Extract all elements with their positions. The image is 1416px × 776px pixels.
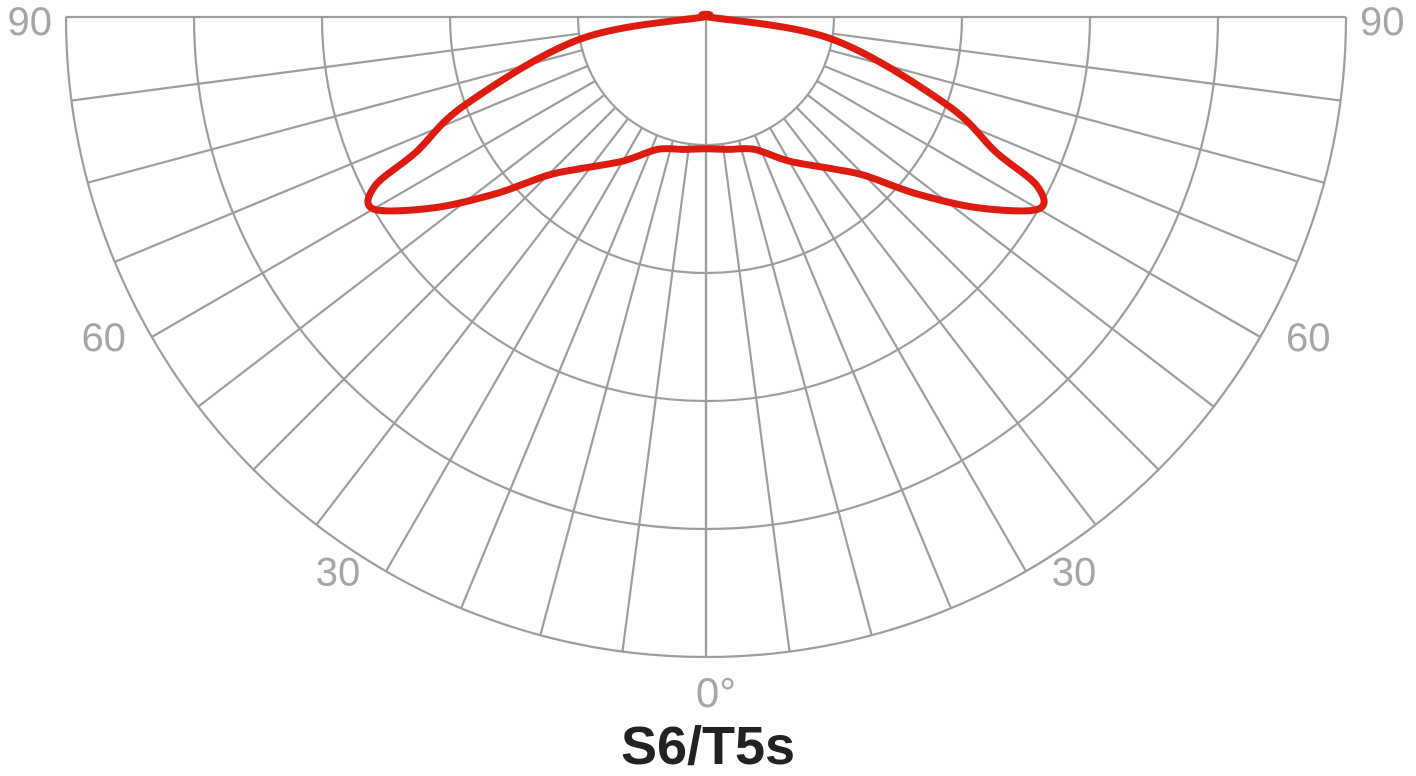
grid-spoke	[315, 117, 629, 526]
grid-spoke	[114, 64, 589, 263]
grid-spoke	[71, 32, 580, 102]
grid-spoke	[829, 49, 1325, 184]
grid-spoke	[806, 94, 1215, 408]
angle-label: 90	[8, 0, 53, 44]
angle-label: 60	[1286, 316, 1331, 360]
grid-spoke	[539, 140, 674, 636]
angle-label: 30	[316, 550, 361, 594]
grid-spoke	[460, 134, 659, 609]
grid-spoke	[621, 143, 691, 652]
intensity-curve	[364, 10, 1048, 215]
chart-title: S6/T5s	[620, 716, 796, 776]
grid-spoke	[832, 32, 1341, 102]
angle-label: 30	[1052, 550, 1097, 594]
angle-label: 60	[81, 316, 126, 360]
grid-spoke	[738, 140, 873, 636]
grid-spoke	[252, 106, 617, 471]
grid-spoke	[385, 127, 643, 572]
angle-label: 0°	[696, 669, 736, 716]
grid-spoke	[721, 143, 791, 652]
grid-spoke	[795, 106, 1160, 471]
grid-spoke	[823, 64, 1298, 263]
grid-spokes	[71, 17, 1341, 657]
angle-label: 90	[1360, 0, 1405, 44]
grid-spoke	[87, 49, 583, 184]
series-layer	[364, 10, 1048, 215]
angle-labels: 90 60 30 0° 30 60 90	[8, 0, 1405, 716]
grid-spoke	[769, 127, 1027, 572]
grid-spoke	[197, 94, 606, 408]
grid-spoke	[783, 117, 1097, 526]
grid-spoke	[753, 134, 952, 609]
